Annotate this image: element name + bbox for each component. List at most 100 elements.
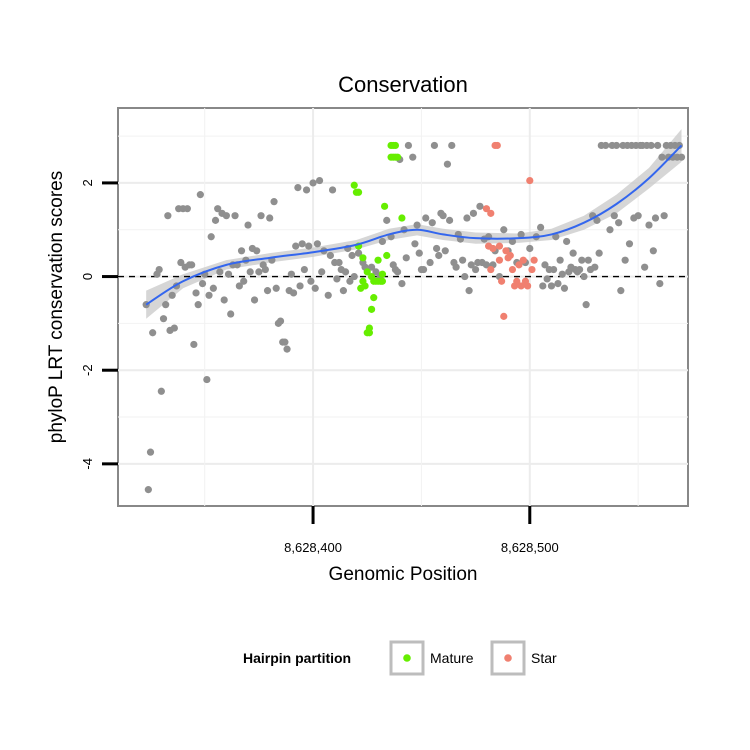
point-other (383, 216, 391, 224)
points-layer (142, 141, 686, 494)
point-other (159, 315, 168, 323)
grid-lines (118, 108, 688, 506)
point-mature (378, 270, 387, 278)
point-other (231, 212, 239, 220)
point-other (292, 242, 300, 250)
point-other (582, 301, 590, 309)
point-other (610, 212, 618, 220)
point-other (237, 247, 246, 255)
point-star (502, 247, 510, 255)
point-other (263, 287, 272, 295)
point-other (459, 256, 467, 264)
point-other (378, 237, 387, 246)
y-axis-title: phyloP LRT conservation scores (46, 171, 67, 444)
point-other (207, 233, 215, 241)
point-other (270, 198, 278, 206)
point-mature (359, 254, 367, 262)
point-other (205, 291, 213, 299)
point-other (617, 287, 625, 295)
point-other (621, 256, 629, 264)
point-other (467, 261, 475, 269)
point-star (528, 265, 536, 274)
point-other (658, 153, 666, 161)
point-other (367, 263, 376, 271)
point-star (524, 282, 532, 290)
point-other (569, 249, 577, 257)
point-other (422, 214, 430, 222)
point-other (170, 324, 178, 332)
point-other (266, 214, 274, 222)
legend-item-mature: Mature (389, 640, 474, 676)
point-other (190, 340, 198, 349)
point-other (315, 176, 324, 185)
point-mature (354, 188, 363, 196)
point-other (443, 160, 452, 168)
point-star (506, 251, 514, 260)
point-other (350, 272, 358, 281)
point-other (465, 287, 473, 295)
point-other (461, 272, 469, 281)
point-other (441, 247, 449, 255)
point-mature (367, 305, 376, 313)
point-other (615, 219, 623, 227)
point-star (495, 256, 504, 264)
point-other (272, 284, 280, 292)
point-mature (363, 268, 371, 276)
point-other (244, 221, 252, 229)
legend-label-mature: Mature (430, 650, 474, 666)
point-other (287, 270, 295, 278)
point-other (192, 289, 200, 297)
point-other (578, 256, 586, 264)
point-other (634, 212, 642, 220)
point-other (144, 486, 152, 494)
point-other (216, 268, 224, 276)
point-other (439, 212, 447, 220)
point-star (487, 265, 495, 274)
point-other (398, 279, 406, 288)
point-other (209, 284, 217, 292)
point-other (157, 387, 165, 395)
point-other (168, 291, 176, 299)
plot-panel (117, 107, 689, 507)
point-other (354, 249, 363, 257)
point-other (476, 202, 484, 210)
point-other (339, 287, 347, 295)
point-other (188, 261, 196, 269)
point-other (547, 282, 556, 290)
y-axis: -4 -2 0 2 (80, 179, 118, 470)
point-other (257, 212, 265, 220)
point-other (469, 209, 478, 217)
point-other (419, 265, 428, 274)
point-other (220, 296, 228, 304)
point-other (313, 240, 321, 248)
legend-item-star: Star (490, 640, 557, 676)
point-other (580, 272, 588, 281)
point-other (404, 141, 413, 150)
point-other (393, 268, 402, 276)
y-tick-label: 0 (80, 273, 95, 280)
point-other (324, 291, 332, 299)
point-other (647, 141, 655, 150)
point-other (305, 242, 313, 250)
point-other (196, 191, 204, 199)
point-other (508, 237, 517, 246)
point-other (183, 205, 191, 213)
point-mature (365, 324, 374, 332)
point-other (276, 317, 285, 325)
point-mature (378, 277, 387, 285)
point-other (677, 153, 686, 161)
point-other (482, 261, 491, 269)
point-other (283, 345, 291, 353)
point-other (246, 268, 254, 276)
point-other (552, 233, 560, 241)
point-other (541, 261, 549, 269)
legend-label-star: Star (531, 650, 557, 666)
point-other (641, 263, 649, 271)
point-other (346, 277, 354, 285)
point-other (198, 279, 207, 288)
point-other (595, 249, 603, 257)
point-other (472, 265, 480, 274)
legend-dot-star (504, 654, 512, 662)
chart-title: Conservation (338, 72, 468, 97)
point-other (602, 141, 610, 150)
